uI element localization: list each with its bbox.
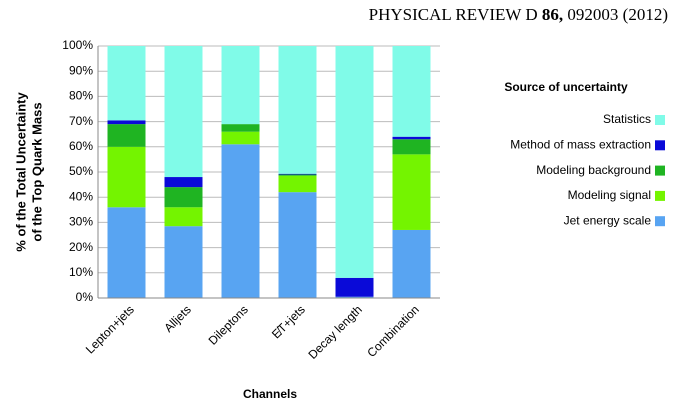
bar-segment [107, 207, 146, 298]
legend-label: Modeling background [536, 163, 651, 177]
y-tick-label: 40% [69, 189, 93, 203]
legend-label: Jet energy scale [564, 213, 652, 227]
y-tick-label: 0% [76, 290, 94, 304]
y-tick-label: 50% [69, 164, 93, 178]
legend-swatch [655, 190, 665, 201]
bar-segment [392, 46, 431, 137]
bar-segment [278, 173, 317, 175]
bar-segment [335, 46, 374, 278]
x-tick-label: Dileptons [206, 302, 251, 347]
legend-title: Source of uncertainty [504, 80, 628, 94]
bar-segment [164, 46, 203, 178]
bar-segment [392, 136, 431, 140]
bar-segment [278, 46, 317, 174]
legend-swatch [655, 216, 665, 227]
legend-label: Modeling signal [568, 188, 651, 202]
y-tick-label: 10% [69, 265, 93, 279]
bar-segment [107, 146, 146, 208]
x-axis-title: Channels [243, 387, 297, 401]
bar-segment [221, 144, 260, 298]
legend-label: Method of mass extraction [510, 137, 651, 151]
bar-segment [164, 226, 203, 298]
bar-segment [221, 124, 260, 132]
y-axis-title: % of the Total Uncertainty [13, 92, 28, 252]
bar-segment [164, 207, 203, 227]
x-tick-label: Lepton+jets [83, 302, 137, 356]
bar-segment [164, 187, 203, 208]
y-axis-title: of the Top Quark Mass [29, 102, 44, 241]
bar-segment [164, 177, 203, 188]
x-tick-label: Combination [364, 302, 422, 360]
y-tick-label: 90% [69, 63, 93, 77]
legend-label: Statistics [603, 112, 651, 126]
y-tick-label: 80% [69, 89, 93, 103]
bar-segment [107, 124, 146, 147]
bar-segment [278, 175, 317, 193]
x-tick-label: Alljets [161, 302, 194, 335]
y-tick-label: 20% [69, 240, 93, 254]
bar-segment [221, 131, 260, 145]
legend-swatch [655, 115, 665, 125]
y-tick-label: 60% [69, 139, 93, 153]
bar-segment [278, 192, 317, 298]
bar-segment [278, 174, 317, 176]
legend-swatch [655, 140, 665, 151]
header: PHYSICAL REVIEW D 86, 092003 (2012) [369, 5, 668, 24]
bar-segment [107, 46, 146, 121]
journal: PHYSICAL REVIEW D [369, 5, 538, 24]
legend-swatch [655, 165, 665, 176]
bar-segment [392, 139, 431, 155]
bar-segment [335, 277, 374, 297]
bar-segment [107, 120, 146, 125]
volume: 86, [542, 5, 563, 24]
y-tick-label: 30% [69, 215, 93, 229]
article: 092003 (2012) [567, 5, 668, 24]
bar-segment [392, 154, 431, 230]
y-tick-label: 100% [62, 38, 93, 52]
bar-segment [392, 229, 431, 298]
x-tick-label: Decay length [305, 302, 364, 361]
y-tick-label: 70% [69, 114, 93, 128]
bar-segment [221, 46, 260, 125]
x-tick-label: E̸T+jets [269, 302, 308, 341]
bar-segment [335, 296, 374, 298]
